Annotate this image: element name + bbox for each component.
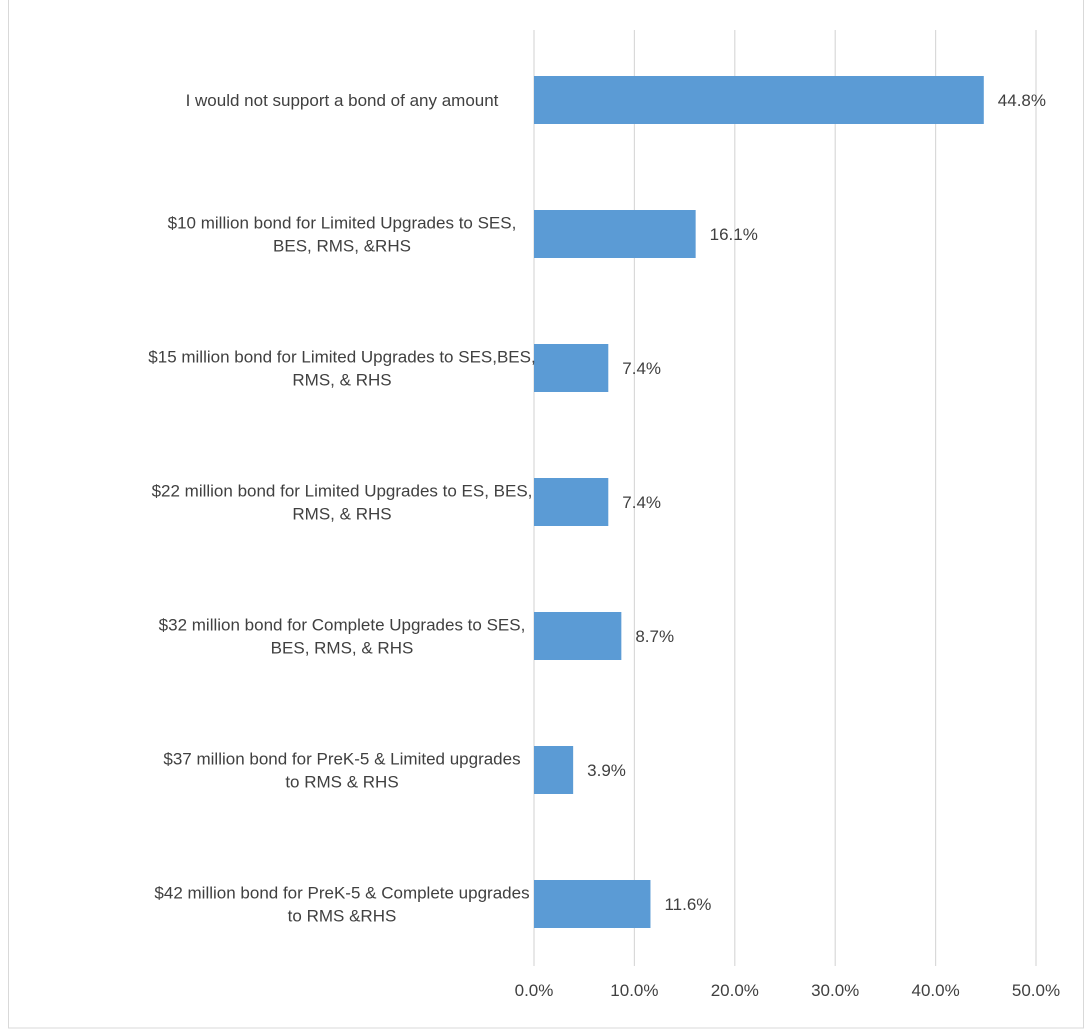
x-tick-label: 10.0% xyxy=(610,981,658,1000)
category-label: $37 million bond for PreK-5 & Limited up… xyxy=(163,750,520,769)
bar xyxy=(534,880,651,928)
category-label: to RMS &RHS xyxy=(288,907,397,926)
bar xyxy=(534,210,696,258)
bar xyxy=(534,76,984,124)
x-tick-label: 30.0% xyxy=(811,981,859,1000)
x-tick-label: 40.0% xyxy=(911,981,959,1000)
data-label: 3.9% xyxy=(587,761,626,780)
category-label: I would not support a bond of any amount xyxy=(186,91,499,110)
bar xyxy=(534,746,574,794)
data-label: 44.8% xyxy=(998,91,1046,110)
bar xyxy=(534,478,609,526)
x-tick-label: 20.0% xyxy=(711,981,759,1000)
category-label: BES, RMS, & RHS xyxy=(271,639,414,658)
category-label: to RMS & RHS xyxy=(285,773,398,792)
x-tick-label: 0.0% xyxy=(515,981,554,1000)
x-tick-label: 50.0% xyxy=(1012,981,1060,1000)
bar xyxy=(534,612,622,660)
data-label: 16.1% xyxy=(710,225,758,244)
chart-border xyxy=(8,0,1084,1029)
data-label: 11.6% xyxy=(664,895,711,914)
category-label: $22 million bond for Limited Upgrades to… xyxy=(152,482,533,501)
data-label: 8.7% xyxy=(635,627,674,646)
category-label: $15 million bond for Limited Upgrades to… xyxy=(148,348,535,367)
category-label: RMS, & RHS xyxy=(292,371,391,390)
category-label: BES, RMS, &RHS xyxy=(273,237,411,256)
category-label: $32 million bond for Complete Upgrades t… xyxy=(159,616,526,635)
category-label: RMS, & RHS xyxy=(292,505,391,524)
category-label: $42 million bond for PreK-5 & Complete u… xyxy=(154,884,529,903)
data-label: 7.4% xyxy=(622,493,661,512)
data-label: 7.4% xyxy=(622,359,661,378)
category-label: $10 million bond for Limited Upgrades to… xyxy=(168,214,517,233)
bar xyxy=(534,344,609,392)
